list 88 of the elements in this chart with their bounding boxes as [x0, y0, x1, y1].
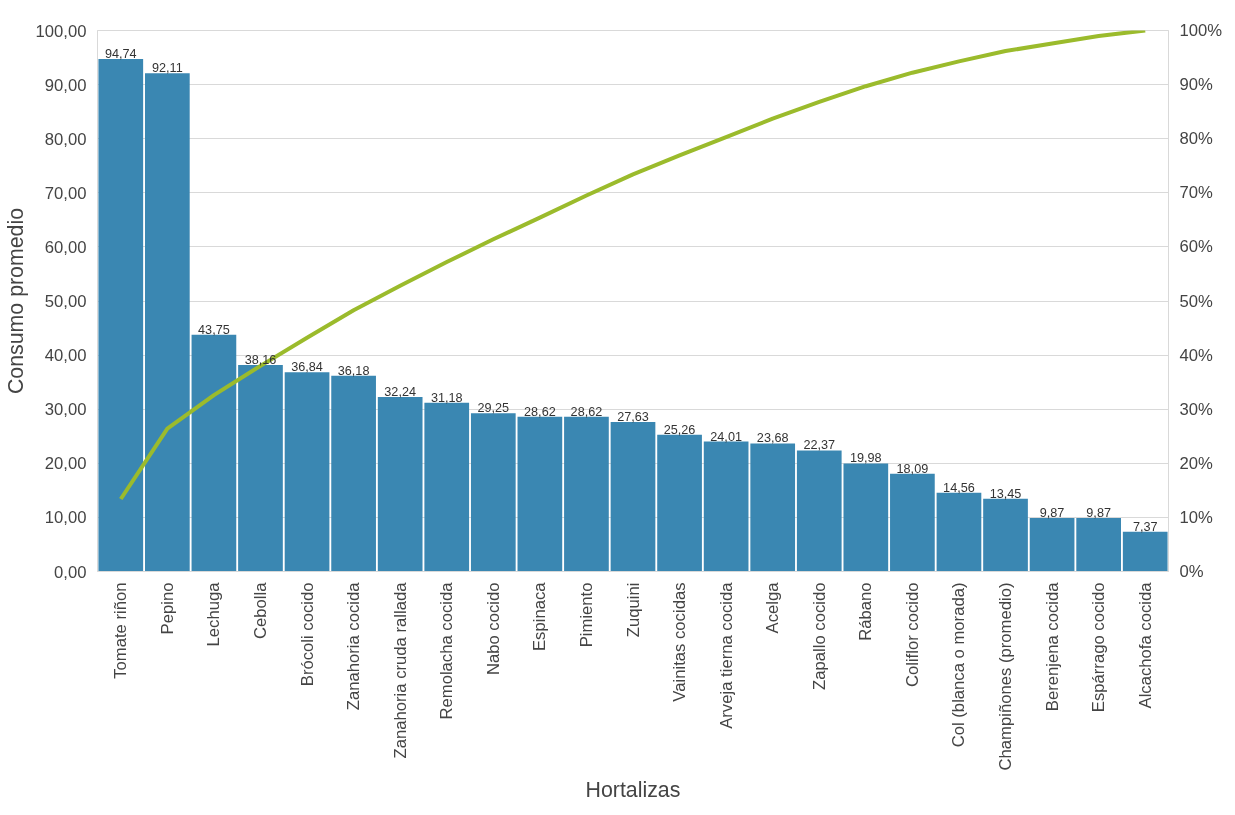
y2-tick-label: 50% — [1179, 291, 1214, 311]
y2-tick-label: 60% — [1179, 237, 1214, 257]
data-label: 25,26 — [663, 422, 696, 437]
data-label: 9,87 — [1086, 506, 1111, 521]
bar — [331, 375, 376, 572]
y-tick-label: 50,00 — [44, 292, 87, 311]
bar — [936, 492, 982, 572]
data-label: 36,18 — [337, 363, 370, 378]
bar — [191, 334, 237, 572]
x-tick-label: Zapallo cocido — [809, 582, 829, 690]
y-tick-label: 70,00 — [44, 183, 87, 203]
bar — [703, 441, 749, 572]
bar — [610, 422, 656, 572]
bar — [284, 372, 330, 572]
bar — [145, 73, 190, 572]
x-tick-label: Remolacha cocida — [437, 581, 457, 720]
data-label: 24,01 — [710, 429, 742, 444]
x-tick-label: Lechuga — [204, 581, 224, 647]
bar — [750, 443, 796, 572]
data-label: 9,87 — [1039, 506, 1065, 521]
x-tick-label: Berenjena cocida — [1042, 581, 1062, 712]
y2-tick-label: 70% — [1179, 183, 1214, 203]
y-tick-label: 100,00 — [35, 21, 87, 41]
x-tick-label: Zuquini — [623, 582, 643, 638]
x-tick-label: Tomate riñon — [111, 582, 131, 679]
y-tick-label: 40,00 — [44, 346, 87, 366]
y2-tick-label: 20% — [1179, 453, 1214, 473]
data-label: 23,68 — [756, 431, 789, 446]
y2-tick-label: 80% — [1179, 129, 1214, 149]
y2-tick-label: 10% — [1179, 507, 1214, 527]
data-label: 43,75 — [198, 322, 230, 337]
y-axis-title: Consumo promedio — [3, 207, 28, 395]
y-tick-label: 80,00 — [44, 129, 87, 149]
y-tick-label: 10,00 — [44, 508, 87, 528]
data-label: 29,25 — [477, 401, 510, 416]
x-tick-label: Acelga — [763, 581, 783, 634]
y2-tick-label: 40% — [1179, 345, 1214, 365]
data-label: 28,62 — [524, 404, 556, 419]
y2-tick-label: 90% — [1179, 75, 1214, 95]
bar — [1122, 531, 1168, 572]
data-label: 31,18 — [430, 390, 463, 405]
y-tick-label: 60,00 — [44, 237, 87, 257]
bar — [98, 58, 144, 572]
y2-tick-label: 30% — [1179, 399, 1214, 419]
x-tick-label: Zanahoria cruda rallada — [390, 581, 410, 759]
data-label: 18,09 — [896, 461, 929, 476]
data-label: 7,37 — [1132, 519, 1158, 534]
bar — [470, 413, 516, 572]
x-tick-label: Espinaca — [530, 581, 550, 652]
data-label: 19,98 — [849, 451, 882, 466]
data-label: 36,84 — [291, 360, 323, 375]
data-label: 14,56 — [943, 480, 975, 495]
x-axis-title: Hortalizas — [585, 778, 681, 803]
data-label: 22,37 — [803, 438, 836, 453]
x-tick-label: Vainitas cocidas — [670, 582, 690, 702]
bar — [657, 434, 702, 572]
bar — [890, 473, 935, 572]
x-tick-label: Col (blanca o morada) — [949, 582, 969, 748]
x-tick-label: Alcachofa cocida — [1135, 581, 1155, 709]
x-tick-label: Rábano — [856, 582, 876, 641]
x-tick-label: Brócoli cocido — [297, 582, 317, 687]
bar — [1029, 518, 1075, 572]
bar — [517, 416, 563, 572]
y2-tick-label: 100% — [1179, 21, 1223, 40]
x-tick-label: Arveja tierna cocida — [716, 581, 736, 729]
bar — [983, 498, 1028, 572]
bar — [564, 416, 609, 572]
y-tick-label: 0,00 — [54, 562, 87, 582]
bar — [238, 365, 283, 572]
y-tick-label: 30,00 — [44, 400, 87, 420]
data-label: 13,45 — [989, 486, 1022, 501]
x-tick-label: Pimiento — [576, 582, 596, 648]
x-tick-label: Zanahoria cocida — [344, 581, 364, 711]
x-tick-label: Cebolla — [250, 581, 270, 639]
data-label: 94,74 — [104, 46, 137, 61]
data-label: 92,11 — [151, 61, 183, 76]
data-label: 27,63 — [617, 410, 649, 425]
y-tick-label: 20,00 — [44, 454, 87, 474]
x-tick-label: Nabo cocido — [483, 582, 503, 676]
data-label: 32,24 — [384, 385, 417, 400]
x-tick-label: Champiñones (promedio) — [996, 582, 1016, 771]
bar — [1076, 518, 1121, 572]
y2-tick-label: 0% — [1179, 562, 1204, 581]
x-tick-label: Pepino — [157, 582, 177, 635]
x-tick-label: Espárrago cocido — [1089, 582, 1109, 713]
data-label: 28,62 — [570, 404, 603, 419]
y-tick-label: 90,00 — [44, 75, 87, 95]
x-tick-label: Coliflor cocido — [902, 582, 922, 688]
